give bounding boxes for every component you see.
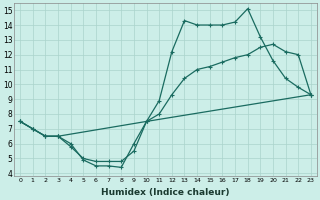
X-axis label: Humidex (Indice chaleur): Humidex (Indice chaleur) [101, 188, 230, 197]
